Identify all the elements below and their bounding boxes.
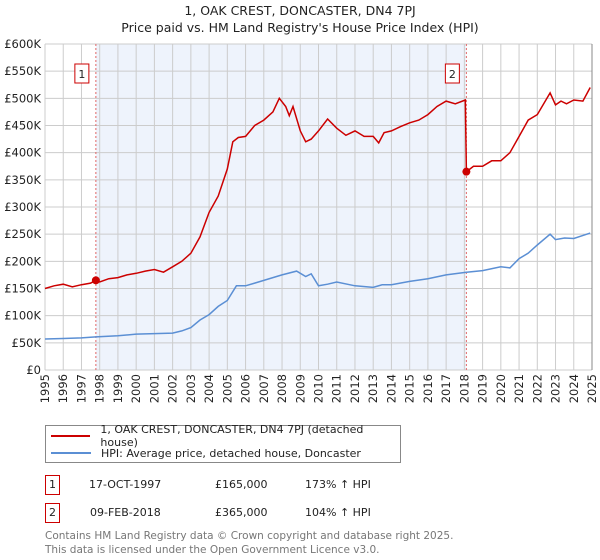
- x-tick-label: 2007: [257, 374, 271, 403]
- x-tick-label: 2017: [439, 374, 453, 403]
- transaction-price: £165,000: [215, 478, 268, 491]
- sale-point: [462, 167, 471, 176]
- x-tick-label: 2000: [129, 374, 143, 403]
- chart-subtitle: Price paid vs. HM Land Registry's House …: [121, 20, 479, 35]
- y-tick-label: £150K: [4, 282, 41, 296]
- x-tick-label: 2001: [147, 374, 161, 403]
- legend-item-hpi: HPI: Average price, detached house, Donc…: [51, 445, 361, 461]
- transaction-badge: 1: [45, 475, 60, 495]
- y-tick-label: £250K: [4, 227, 41, 241]
- sale-label: 1: [78, 68, 85, 81]
- x-tick-label: 2013: [366, 374, 380, 403]
- sale-point: [91, 276, 100, 285]
- y-tick-label: £200K: [4, 254, 41, 268]
- x-tick-label: 2002: [166, 374, 180, 403]
- x-tick-label: 2014: [384, 374, 398, 403]
- x-tick-label: 2010: [312, 374, 326, 403]
- x-tick-label: 2021: [512, 374, 526, 403]
- x-tick-label: 1995: [38, 374, 52, 403]
- x-tick-label: 2022: [530, 374, 544, 403]
- legend-item-property: 1, OAK CREST, DONCASTER, DN4 7PJ (detach…: [51, 423, 400, 449]
- x-tick-label: 2008: [275, 374, 289, 403]
- x-tick-label: 1999: [111, 374, 125, 403]
- x-tick-label: 1996: [56, 374, 70, 403]
- x-tick-label: 2004: [202, 374, 216, 403]
- price-chart: £0 £50K £100K £150K £200K £250K £300K £350K £400…: [4, 37, 599, 403]
- transaction-hpi: 173% ↑ HPI: [305, 478, 371, 491]
- y-tick-label: £350K: [4, 173, 41, 187]
- transaction-date: 17-OCT-1997: [89, 478, 162, 491]
- y-tick-label: £400K: [4, 146, 41, 160]
- legend: 1, OAK CREST, DONCASTER, DN4 7PJ (detach…: [45, 423, 401, 463]
- x-tick-label: 1998: [93, 374, 107, 403]
- property-series-line: [44, 87, 591, 290]
- y-tick-label: £300K: [4, 200, 41, 214]
- x-tick-label: 2009: [293, 374, 307, 403]
- x-tick-label: 2005: [220, 374, 234, 403]
- x-tick-label: 2003: [184, 374, 198, 403]
- y-tick-label: £500K: [4, 91, 41, 105]
- x-tick-label: 2016: [421, 374, 435, 403]
- x-tick-label: 2024: [567, 374, 581, 403]
- transaction-date: 09-FEB-2018: [90, 506, 161, 519]
- hpi-series-line: [44, 232, 591, 340]
- x-tick-label: 2019: [476, 374, 490, 403]
- x-tick-label: 2023: [549, 374, 563, 403]
- x-tick-label: 2020: [494, 374, 508, 403]
- x-tick-label: 2025: [585, 374, 599, 403]
- x-tick-label: 2018: [457, 374, 471, 403]
- y-tick-label: £100K: [4, 309, 41, 323]
- y-tick-label: £550K: [4, 64, 41, 78]
- y-tick-label: £600K: [4, 37, 41, 51]
- transaction-price: £365,000: [215, 506, 268, 519]
- transaction-hpi: 104% ↑ HPI: [305, 506, 371, 519]
- legend-red-line: [51, 435, 91, 437]
- y-tick-label: £450K: [4, 119, 41, 133]
- transaction-badge: 2: [45, 503, 60, 523]
- legend-label: 1, OAK CREST, DONCASTER, DN4 7PJ (detach…: [100, 423, 364, 449]
- x-tick-label: 2015: [403, 374, 417, 403]
- legend-blue-line: [51, 452, 91, 454]
- y-tick-label: £50K: [12, 336, 42, 350]
- x-tick-label: 2012: [348, 374, 362, 403]
- x-tick-label: 2011: [330, 374, 344, 403]
- x-tick-label: 2006: [239, 374, 253, 403]
- sale-label-box: [444, 63, 460, 84]
- footer-licence: This data is licensed under the Open Gov…: [45, 544, 380, 556]
- chart-title: 1, OAK CREST, DONCASTER, DN4 7PJ: [184, 3, 416, 18]
- sale-label: 2: [449, 68, 456, 81]
- x-tick-label: 1997: [74, 374, 88, 403]
- legend-label: HPI: Average price, detached house, Donc…: [101, 446, 361, 460]
- footer-copyright: Contains HM Land Registry data © Crown c…: [45, 530, 454, 542]
- sale-label-box: [74, 63, 90, 84]
- y-tick-label: £0: [26, 363, 41, 377]
